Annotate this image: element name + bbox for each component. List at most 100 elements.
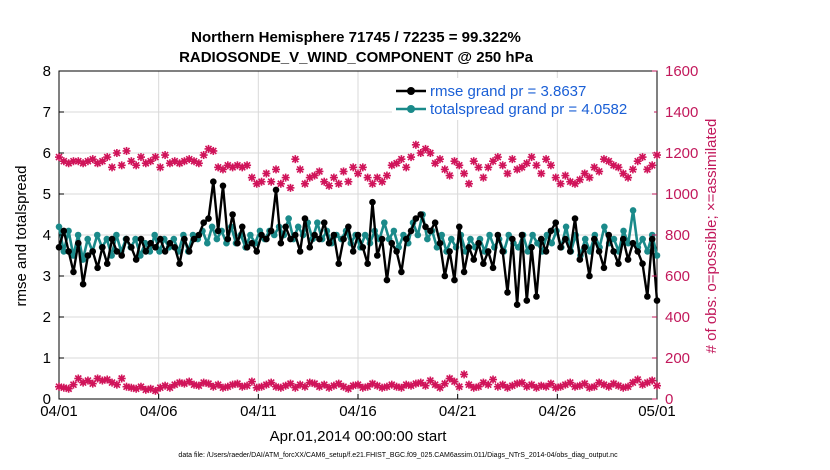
obs-assimilated-marker xyxy=(214,380,223,389)
rmse-point xyxy=(509,235,516,243)
rmse-point xyxy=(364,260,371,268)
totalspread-point xyxy=(620,227,627,235)
y-tick-label-left: 4 xyxy=(43,227,51,244)
rmse-point xyxy=(320,219,328,226)
obs-assimilated-marker xyxy=(431,380,440,389)
totalspread-point xyxy=(132,235,139,243)
rmse-point xyxy=(644,293,651,300)
obs-assimilated-marker xyxy=(455,382,464,391)
obs-possible-marker xyxy=(329,173,338,182)
obs-possible-marker xyxy=(132,161,141,170)
obs-possible-marker xyxy=(296,165,305,174)
totalspread-point xyxy=(548,239,556,247)
obs-assimilated-marker xyxy=(460,370,469,379)
rmse-point xyxy=(475,239,482,247)
rmse-point xyxy=(345,223,352,231)
obs-possible-marker xyxy=(609,161,618,170)
rmse-point xyxy=(513,301,521,309)
rmse-point xyxy=(562,235,569,243)
obs-assimilated-marker xyxy=(566,378,575,387)
rmse-point xyxy=(190,235,198,243)
rmse-point xyxy=(142,248,150,255)
rmse-point xyxy=(296,248,304,255)
rmse-point xyxy=(566,248,574,255)
totalspread-point xyxy=(381,219,388,226)
obs-possible-marker xyxy=(218,165,227,174)
rmse-point xyxy=(70,268,77,276)
obs-possible-marker xyxy=(479,173,488,182)
legend-spread-label: totalspread grand pr = 4.0582 xyxy=(430,101,627,118)
obs-possible-marker xyxy=(368,179,377,188)
rmse-point xyxy=(653,297,661,304)
rmse-point xyxy=(383,276,391,284)
obs-possible-marker xyxy=(590,163,599,172)
rmse-point xyxy=(489,264,497,272)
rmse-point xyxy=(287,235,294,243)
obs-possible-marker xyxy=(59,157,68,166)
x-tick-label: 05/01 xyxy=(638,403,676,420)
obs-possible-marker xyxy=(194,159,203,168)
obs-assimilated-marker xyxy=(286,379,295,388)
rmse-point xyxy=(263,235,270,243)
obs-possible-marker xyxy=(595,167,604,176)
obs-assimilated-marker xyxy=(117,374,126,383)
rmse-point xyxy=(615,260,622,268)
rmse-point xyxy=(335,260,343,268)
totalspread-point xyxy=(294,223,302,231)
obs-assimilated-marker xyxy=(112,380,121,389)
obs-possible-marker xyxy=(460,169,469,178)
y-tick-label-right: 1400 xyxy=(665,104,698,121)
totalspread-point xyxy=(390,227,398,235)
obs-assimilated-marker xyxy=(247,377,256,386)
rmse-point xyxy=(451,276,458,284)
totalspread-point xyxy=(529,231,536,239)
obs-possible-marker xyxy=(407,153,416,162)
totalspread-point xyxy=(151,231,158,239)
rmse-point xyxy=(277,239,285,247)
rmse-point xyxy=(330,231,338,239)
y-tick-label-right: 1600 xyxy=(665,63,698,80)
obs-assimilated-marker xyxy=(281,381,290,390)
totalspread-point xyxy=(562,223,570,231)
rmse-point xyxy=(185,248,193,255)
obs-possible-marker xyxy=(199,151,208,160)
rmse-point xyxy=(427,227,434,235)
y-tick-label-left: 5 xyxy=(43,186,51,203)
rmse-point xyxy=(60,227,68,235)
rmse-point xyxy=(547,227,555,235)
totalspread-point xyxy=(610,235,618,243)
obs-possible-marker xyxy=(638,153,647,162)
obs-possible-marker xyxy=(426,149,435,157)
rmse-point xyxy=(229,211,236,218)
totalspread-point xyxy=(285,215,292,222)
obs-assimilated-marker xyxy=(151,386,160,395)
obs-possible-marker xyxy=(108,163,117,172)
totalspread-point xyxy=(486,231,493,239)
rmse-point xyxy=(74,239,82,247)
rmse-point xyxy=(398,268,405,276)
obs-possible-marker xyxy=(508,155,517,164)
rmse-point xyxy=(441,272,449,280)
legend: rmse grand pr = 3.8637 totalspread grand… xyxy=(392,78,654,120)
obs-possible-marker xyxy=(363,173,372,182)
y-tick-label-right: 1000 xyxy=(665,186,698,203)
obs-possible-marker xyxy=(122,146,131,155)
obs-possible-marker xyxy=(445,171,454,180)
rmse-point xyxy=(258,231,265,239)
rmse-point xyxy=(224,235,232,243)
rmse-point xyxy=(470,256,478,263)
obs-possible-marker xyxy=(161,151,170,160)
obs-possible-marker xyxy=(310,171,319,180)
rmse-point xyxy=(156,235,164,243)
chart-title-line-2: RADIOSONDE_V_WIND_COMPONENT @ 250 hPa xyxy=(179,49,534,66)
obs-possible-marker xyxy=(469,157,478,166)
data-file-footnote: data file: /Users/raeder/DAI/ATM_forcXX/… xyxy=(178,452,618,459)
rmse-point xyxy=(311,231,318,239)
obs-possible-marker xyxy=(358,163,367,172)
totalspread-point xyxy=(424,235,431,243)
rmse-point xyxy=(494,231,502,239)
obs-possible-marker xyxy=(334,179,343,188)
obs-possible-marker xyxy=(373,173,382,182)
obs-possible-marker xyxy=(291,155,300,164)
y-tick-label-left: 8 xyxy=(43,63,51,80)
